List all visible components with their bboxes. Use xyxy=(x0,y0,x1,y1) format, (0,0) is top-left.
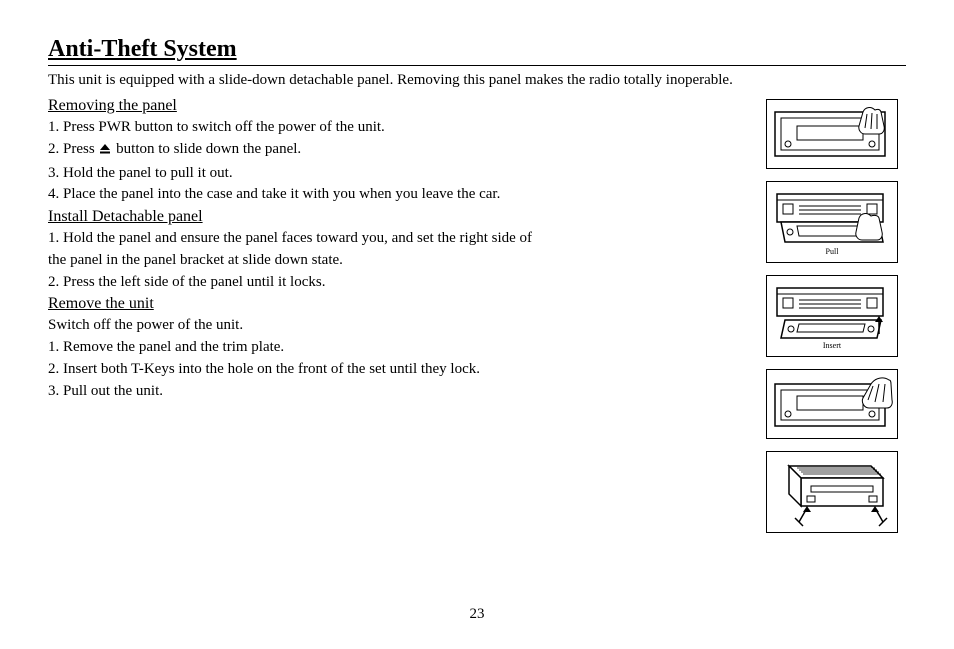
figure-column: Pull xyxy=(766,95,906,533)
remove-unit-step-3: 3. Pull out the unit. xyxy=(48,381,742,403)
page-title: Anti-Theft System xyxy=(48,36,906,63)
figure-pull-panel: Pull xyxy=(766,181,898,263)
page: Anti-Theft System This unit is equipped … xyxy=(0,0,954,649)
content-columns: Removing the panel 1. Press PWR button t… xyxy=(48,95,906,533)
figure-insert-caption: Insert xyxy=(823,341,842,350)
subhead-remove-unit: Remove the unit xyxy=(48,295,742,313)
remove-unit-step-1: 1. Remove the panel and the trim plate. xyxy=(48,337,742,359)
figure-pull-caption: Pull xyxy=(826,247,840,256)
install-step-1b: the panel in the panel bracket at slide … xyxy=(48,250,742,272)
subhead-removing-panel: Removing the panel xyxy=(48,97,742,115)
eject-icon xyxy=(98,141,112,163)
text-column: Removing the panel 1. Press PWR button t… xyxy=(48,95,766,402)
removing-step-2: 2. Press button to slide down the panel. xyxy=(48,139,742,163)
figure-remove-panel-1 xyxy=(766,99,898,169)
figure-press-panel xyxy=(766,369,898,439)
figure-remove-unit xyxy=(766,451,898,533)
page-number: 23 xyxy=(0,606,954,623)
install-step-1a: 1. Hold the panel and ensure the panel f… xyxy=(48,228,742,250)
title-rule xyxy=(48,65,906,66)
removing-step-4: 4. Place the panel into the case and tak… xyxy=(48,184,742,206)
intro-text: This unit is equipped with a slide-down … xyxy=(48,72,906,89)
subhead-install-panel: Install Detachable panel xyxy=(48,208,742,226)
remove-unit-step-2: 2. Insert both T-Keys into the hole on t… xyxy=(48,359,742,381)
removing-step-2a: 2. Press xyxy=(48,141,98,157)
removing-step-1: 1. Press PWR button to switch off the po… xyxy=(48,117,742,139)
removing-step-2b: button to slide down the panel. xyxy=(116,141,301,157)
removing-step-3: 3. Hold the panel to pull it out. xyxy=(48,163,742,185)
install-step-2: 2. Press the left side of the panel unti… xyxy=(48,272,742,294)
remove-unit-intro: Switch off the power of the unit. xyxy=(48,315,742,337)
figure-insert-panel: Insert xyxy=(766,275,898,357)
